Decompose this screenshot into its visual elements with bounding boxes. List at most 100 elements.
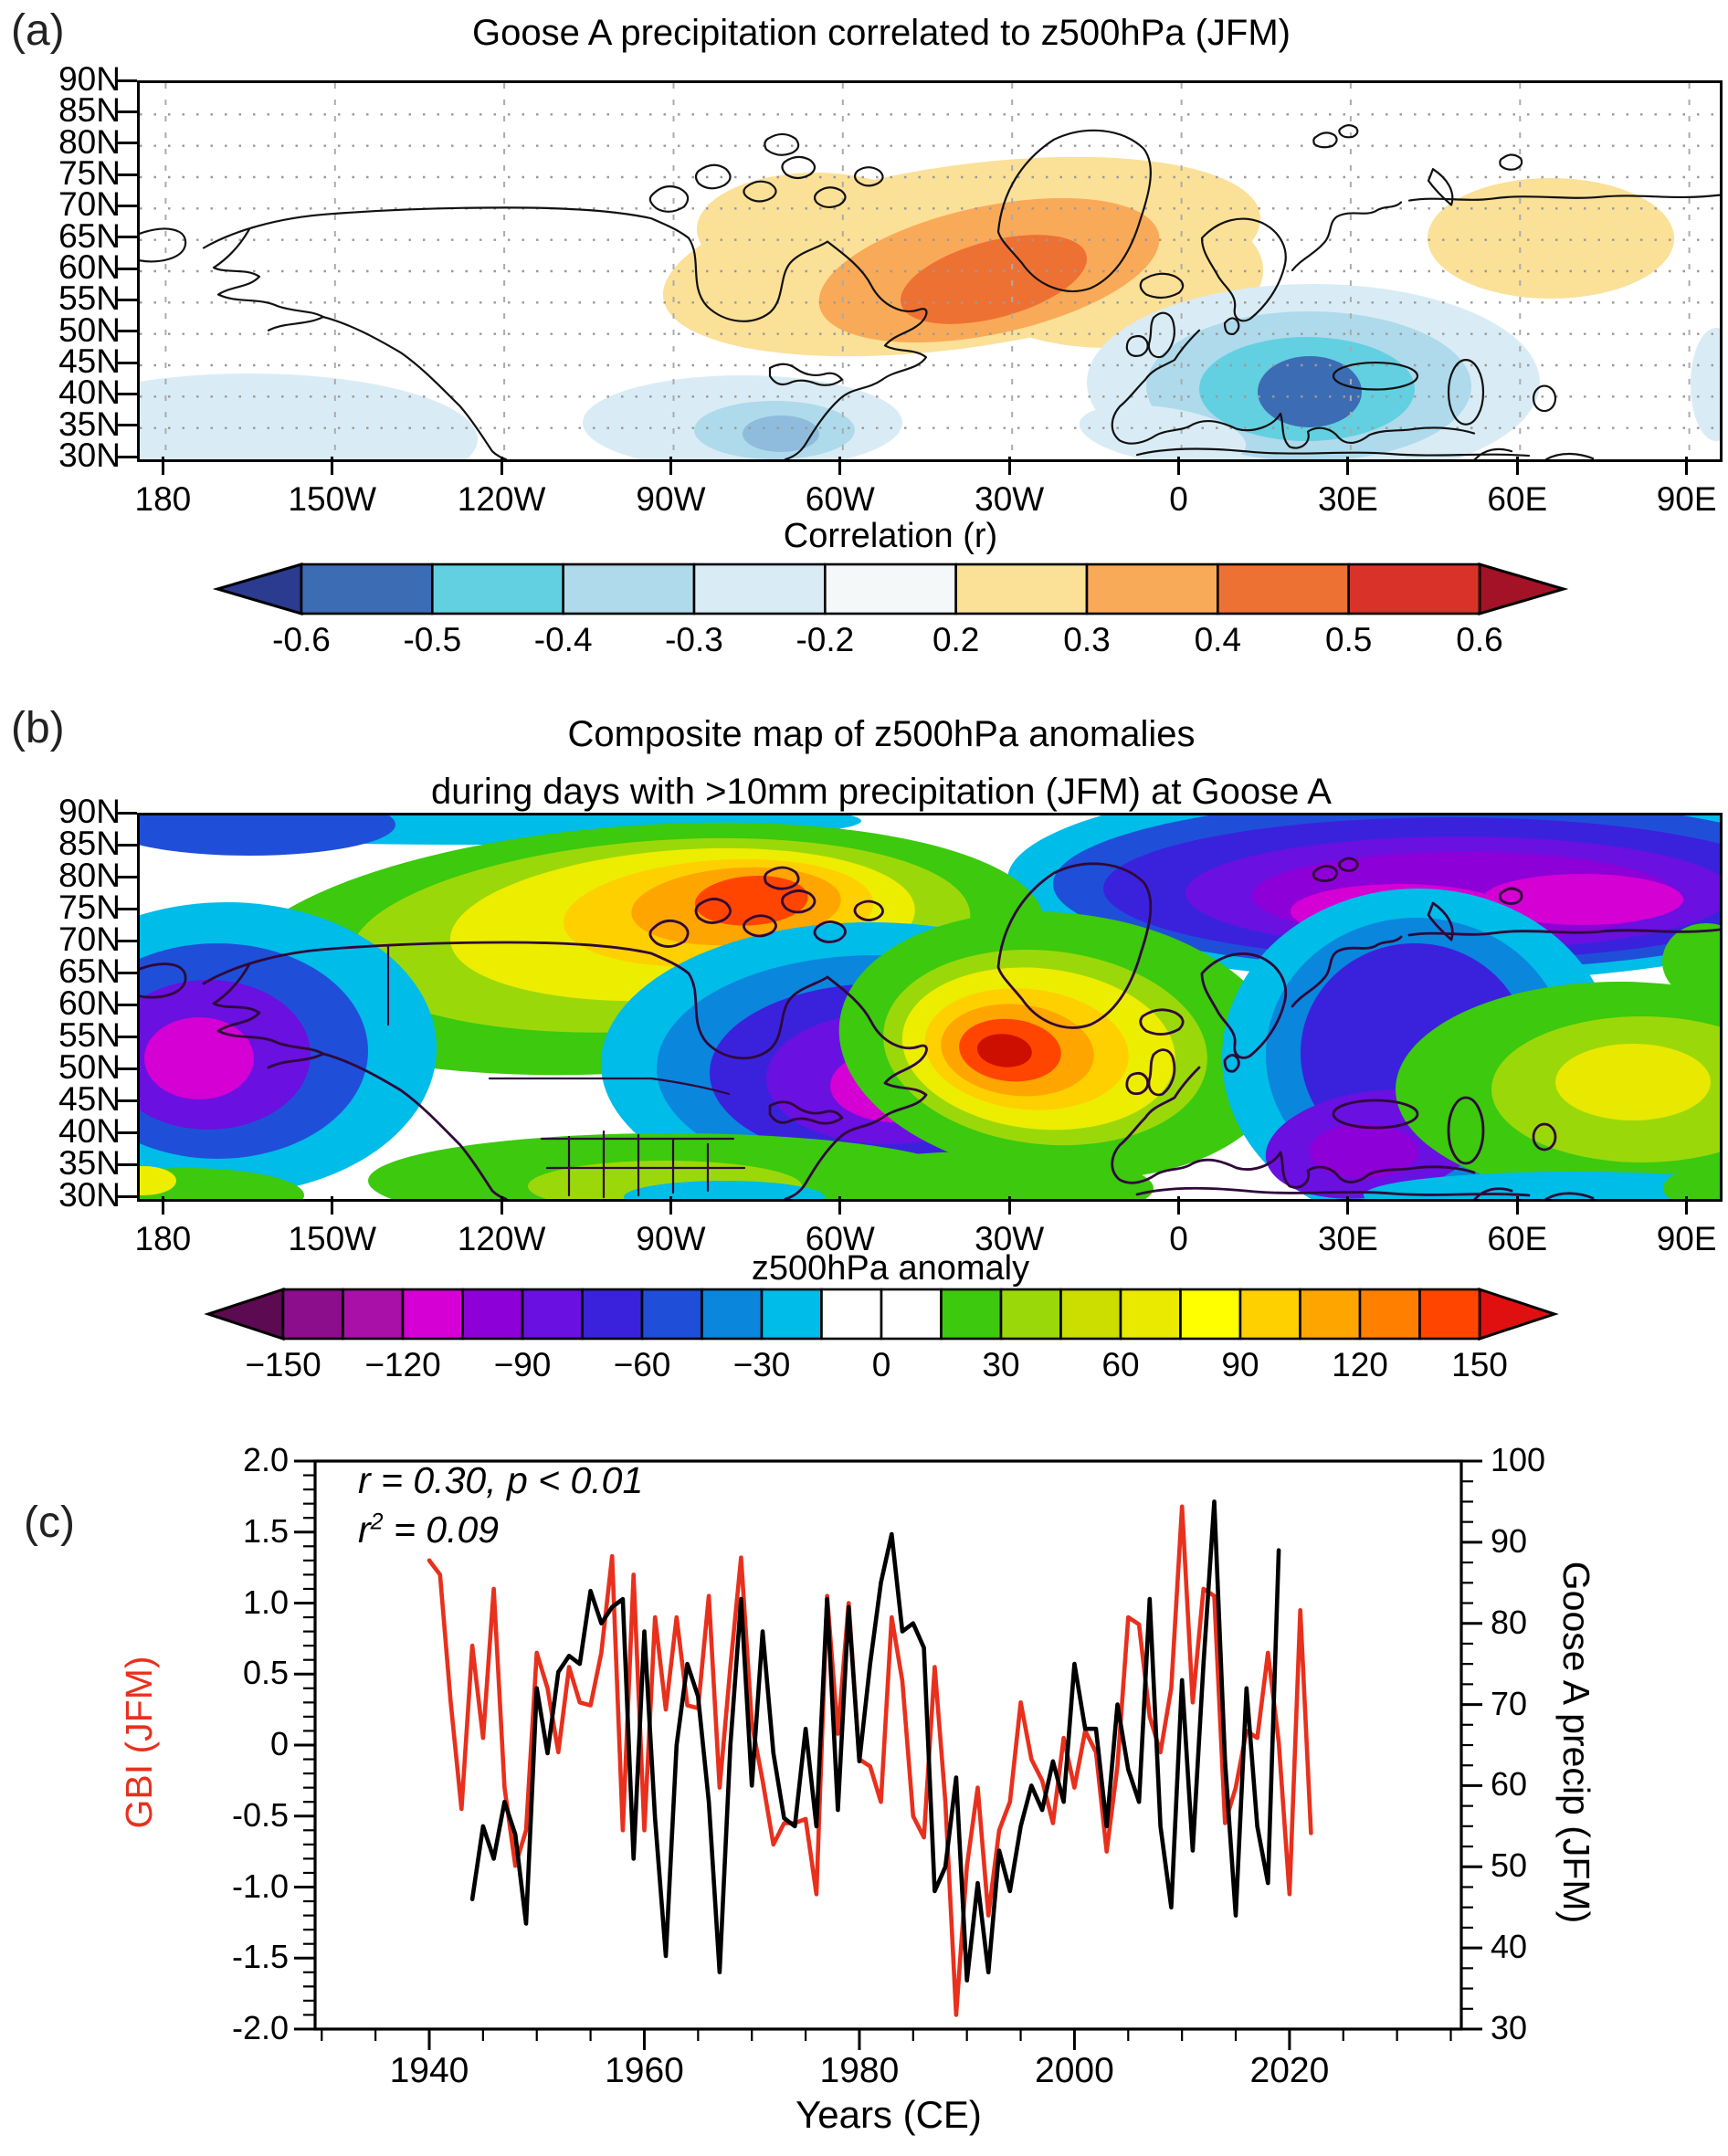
colorbar-tick-label: −60 — [613, 1346, 671, 1383]
colorbar-tick-label: 150 — [1451, 1346, 1508, 1383]
year-tick-label: 2020 — [1249, 2051, 1330, 2090]
colorbar-tick-label: 30 — [982, 1346, 1020, 1383]
colorbar-tick-label: −90 — [493, 1346, 552, 1383]
lon-label: 30W — [975, 480, 1045, 518]
lon-label: 60W — [805, 480, 875, 518]
year-tick-label: 2000 — [1035, 2051, 1114, 2090]
lon-label: 90E — [1656, 1220, 1717, 1257]
left-tick-label: -1.5 — [231, 1938, 289, 1976]
lat-tick — [116, 811, 137, 815]
colorbar-tick-label: 120 — [1332, 1346, 1388, 1383]
lon-tick — [1515, 1196, 1519, 1215]
lat-tick — [116, 939, 137, 942]
lon-label: 0 — [1169, 1220, 1188, 1257]
lon-label: 60W — [805, 1220, 875, 1257]
lon-tick — [1685, 457, 1689, 475]
lat-label: 50N — [58, 310, 121, 349]
year-tick-label: 1980 — [819, 2051, 900, 2090]
panel-a-title: Goose A precipitation correlated to z500… — [471, 13, 1291, 53]
panel-b-letter: (b) — [11, 704, 65, 752]
lat-label: 55N — [58, 279, 121, 318]
lon-label: 90W — [636, 1220, 706, 1257]
colorbar-b — [0, 1286, 1728, 1344]
left-tick-label: 0.5 — [242, 1654, 289, 1692]
colorbar-b-title: z500hPa anomaly — [751, 1249, 1030, 1288]
colorbar-a — [0, 561, 1728, 619]
left-tick-label: -0.5 — [231, 1795, 289, 1834]
lat-label: 90N — [58, 793, 121, 830]
lon-tick — [669, 457, 672, 475]
lat-label: 40N — [58, 373, 121, 412]
lon-label: 90E — [1656, 480, 1717, 518]
lat-label: 85N — [58, 91, 121, 130]
lat-tick — [116, 236, 137, 239]
colorbar-tick-label: -0.4 — [533, 621, 593, 658]
right-tick-label: 50 — [1491, 1846, 1528, 1885]
panel-c-letter: (c) — [24, 1499, 75, 1547]
lat-tick — [116, 1194, 137, 1198]
lat-tick — [116, 1099, 137, 1102]
lat-tick — [116, 1035, 137, 1038]
colorbar-tick-label: 0.5 — [1324, 621, 1373, 658]
colorbar-tick-label: 0.3 — [1063, 621, 1111, 658]
lon-tick — [838, 1196, 842, 1215]
lat-label: 50N — [58, 1048, 121, 1086]
lon-tick — [1346, 457, 1350, 475]
lon-tick — [1346, 1196, 1350, 1215]
lat-label: 35N — [58, 405, 121, 443]
lat-label: 30N — [58, 1176, 121, 1214]
lon-label: 60E — [1487, 480, 1548, 518]
right-tick-label: 80 — [1491, 1603, 1528, 1641]
lat-label: 45N — [58, 1080, 121, 1118]
colorbar-tick-label: -0.3 — [665, 621, 723, 658]
timeseries-chart — [0, 1425, 1728, 2156]
colorbar-tick-label: 0.4 — [1194, 621, 1242, 658]
lon-tick — [838, 457, 842, 475]
annotation-r2-rest: = 0.09 — [383, 1509, 500, 1551]
lat-tick — [116, 1131, 137, 1134]
panel-a-letter: (a) — [11, 6, 65, 55]
lat-tick — [116, 971, 137, 974]
lon-label: 150W — [288, 1220, 377, 1257]
right-axis-title: Goose A precip (JFM) — [1555, 1561, 1597, 1924]
lon-tick — [1007, 1196, 1011, 1215]
lon-tick — [331, 457, 334, 475]
lon-label: 30E — [1317, 480, 1378, 518]
lat-label: 60N — [58, 248, 121, 286]
lon-tick — [1515, 457, 1519, 475]
lon-label: 180 — [134, 1220, 192, 1257]
year-tick-label: 1960 — [605, 2051, 684, 2090]
year-tick-label: 1940 — [389, 2051, 469, 2090]
series-precip — [469, 1499, 1281, 1983]
lat-tick — [116, 455, 137, 458]
panel-a-map — [137, 80, 1723, 462]
lat-label: 85N — [58, 825, 121, 862]
lon-tick — [161, 1196, 164, 1215]
colorbar-tick-label: −120 — [364, 1346, 441, 1383]
lon-label: 30W — [975, 1220, 1045, 1257]
colorbar-tick-label: -0.6 — [272, 621, 331, 658]
lat-tick — [116, 392, 137, 395]
lat-label: 65N — [58, 216, 121, 255]
lat-tick — [116, 1162, 137, 1166]
panel-b-title-line2: during days with >10mm precipitation (JF… — [431, 772, 1332, 812]
left-tick-label: 0 — [269, 1725, 289, 1762]
colorbar-tick-label: 0.6 — [1456, 621, 1503, 658]
lat-tick — [116, 204, 137, 207]
lon-label: 0 — [1169, 480, 1188, 518]
left-tick-label: -2.0 — [231, 2009, 289, 2046]
annotation-r: r = 0.30, p < 0.01 — [358, 1459, 644, 1501]
lat-label: 90N — [58, 60, 121, 98]
colorbar-tick-label: 60 — [1101, 1346, 1140, 1383]
lon-label: 30E — [1317, 1220, 1378, 1257]
lat-label: 80N — [58, 857, 121, 894]
panel-b-title-line1: Composite map of z500hPa anomalies — [567, 714, 1196, 754]
left-tick-label: 1.0 — [242, 1583, 289, 1621]
annotation-r2-sup: 2 — [370, 1509, 384, 1535]
colorbar-a-title: Correlation (r) — [783, 517, 998, 555]
colorbar-tick-label: 0.2 — [932, 621, 980, 658]
correlation-shading — [140, 156, 1720, 459]
lat-tick — [116, 298, 137, 301]
right-tick-label: 70 — [1491, 1684, 1528, 1722]
